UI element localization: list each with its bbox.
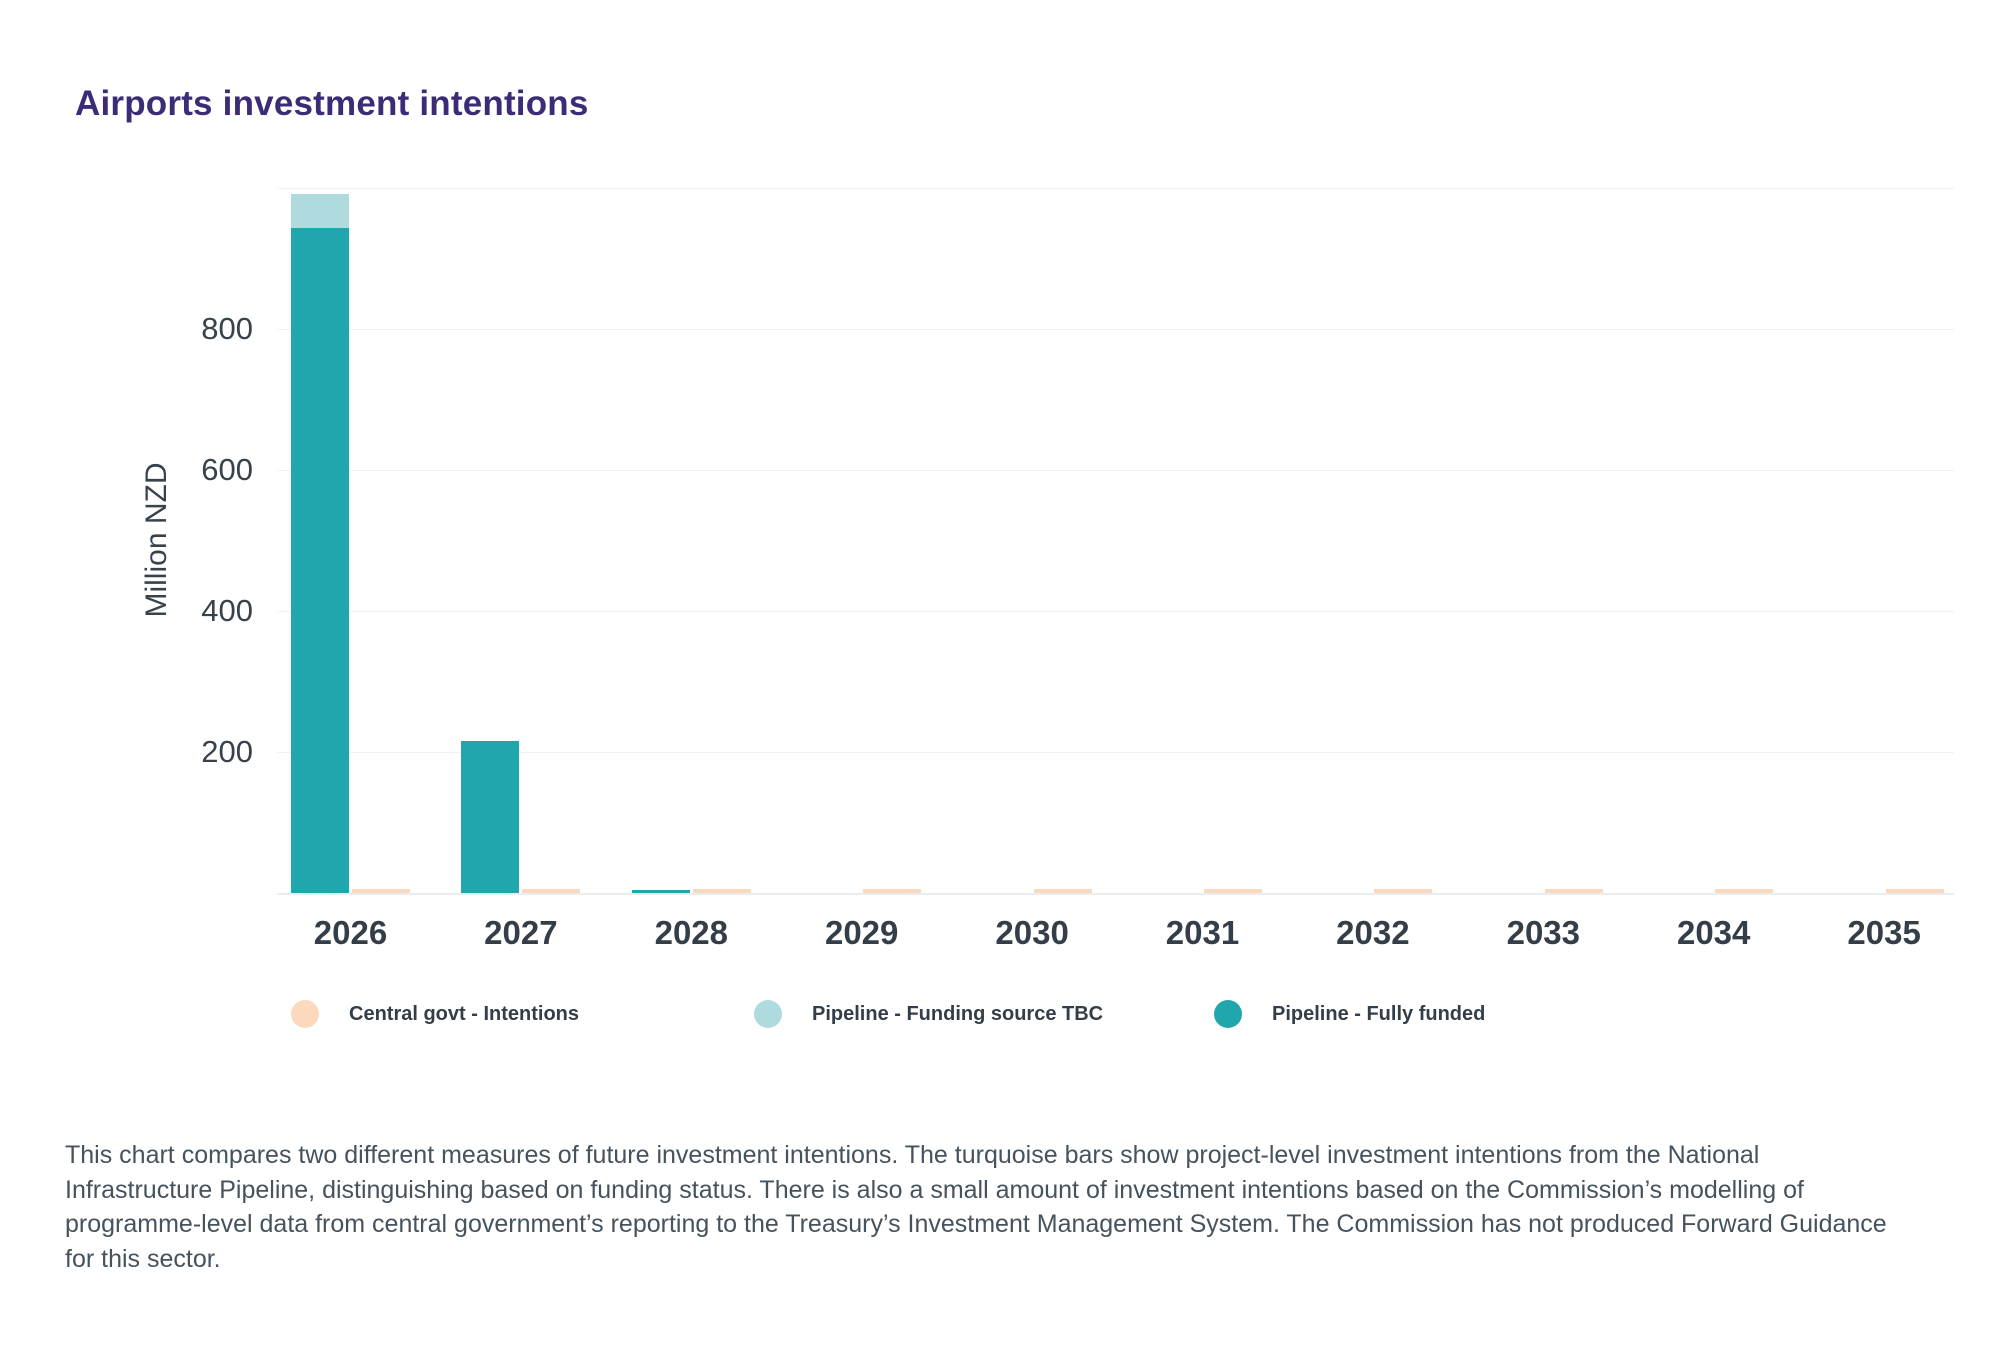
gridline-800 (277, 329, 1954, 330)
x-axis-line (277, 893, 1954, 895)
bar-central-govt-intentions[interactable] (522, 889, 581, 893)
bar-central-govt-intentions[interactable] (1204, 889, 1262, 893)
bar-central-govt-intentions[interactable] (1715, 889, 1774, 893)
gridline-600 (277, 470, 1954, 471)
bar-central-govt-intentions[interactable] (863, 889, 922, 893)
y-tick-label: 400 (201, 593, 253, 628)
bar-central-govt-intentions[interactable] (1885, 889, 1944, 893)
x-tick-label-2032: 2032 (1336, 914, 1410, 951)
bar-pipeline-fully-funded[interactable] (461, 740, 520, 893)
x-tick-label-2030: 2030 (995, 914, 1069, 951)
x-tick-label-2033: 2033 (1506, 914, 1581, 951)
legend-item[interactable]: Pipeline - Fully funded (1214, 1000, 1485, 1028)
y-tick-label: 200 (201, 734, 253, 769)
chart-title: Airports investment intentions (75, 84, 589, 123)
legend-label: Central govt - Intentions (349, 1002, 579, 1025)
chart-description: This chart compares two different measur… (65, 1141, 1887, 1273)
y-tick-label: 600 (201, 452, 253, 487)
legend-dot-icon (1214, 1000, 1242, 1028)
x-tick-label-2035: 2035 (1847, 914, 1921, 951)
legend-item[interactable]: Central govt - Intentions (291, 1000, 579, 1028)
legend-label: Pipeline - Fully funded (1272, 1002, 1486, 1025)
bar-central-govt-intentions[interactable] (1033, 889, 1092, 893)
legend-item[interactable]: Pipeline - Funding source TBC (754, 1000, 1103, 1028)
legend-dot-icon (291, 1000, 319, 1028)
bar-central-govt-intentions[interactable] (352, 888, 410, 893)
legend-label: Pipeline - Funding source TBC (812, 1002, 1104, 1025)
bar-pipeline-funding-tbc[interactable] (291, 194, 349, 229)
bar-pipeline-fully-funded[interactable] (291, 228, 349, 893)
x-tick-label-2027: 2027 (484, 914, 558, 951)
bar-central-govt-intentions[interactable] (1374, 889, 1433, 893)
legend-dot-icon (754, 1000, 782, 1028)
x-tick-label-2026: 2026 (313, 914, 388, 951)
gridline-400 (277, 611, 1954, 612)
bar-pipeline-fully-funded[interactable] (631, 890, 690, 893)
gridline-200 (277, 752, 1954, 753)
bar-central-govt-intentions[interactable] (1544, 889, 1603, 893)
x-tick-label-2034: 2034 (1676, 914, 1751, 951)
x-tick-label-2029: 2029 (824, 914, 899, 951)
x-tick-label-2031: 2031 (1165, 914, 1240, 951)
bar-central-govt-intentions[interactable] (692, 889, 751, 893)
gridline-1000 (277, 188, 1954, 189)
x-tick-label-2028: 2028 (654, 914, 729, 951)
y-tick-label: 800 (201, 311, 253, 346)
